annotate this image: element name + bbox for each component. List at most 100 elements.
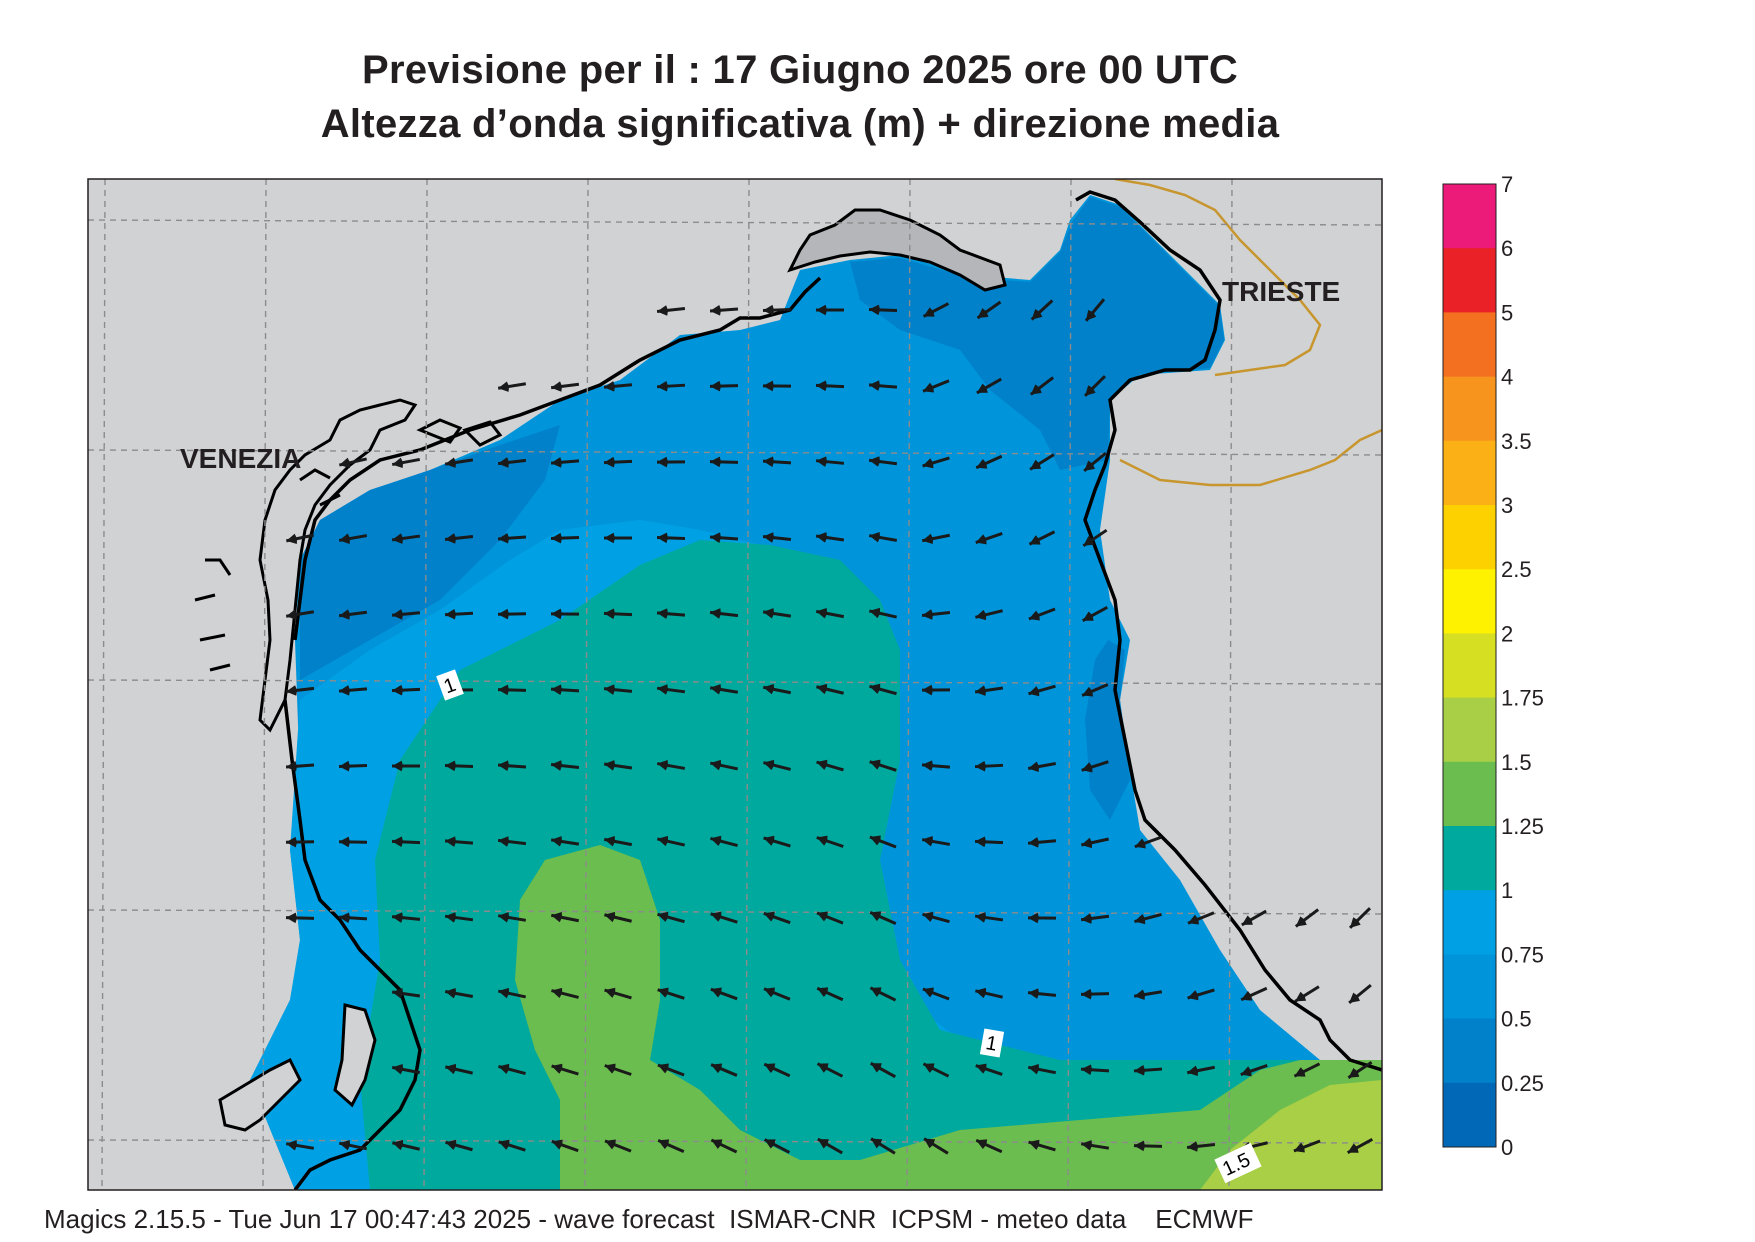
arrow-head	[286, 533, 298, 545]
colorbar-tick-label: 3	[1501, 493, 1513, 518]
arrow-head	[551, 684, 563, 696]
arrow-head	[551, 1139, 563, 1150]
colorbar-tick-label: 5	[1501, 300, 1513, 325]
arrow-head	[923, 307, 935, 317]
arrow-head	[710, 987, 722, 998]
arrow-head	[498, 457, 510, 468]
arrow-head	[1028, 912, 1040, 924]
colorbar-tick-label: 6	[1501, 236, 1513, 261]
colorbar-swatch	[1443, 569, 1496, 634]
arrow-head	[870, 1063, 882, 1073]
arrow-head	[1241, 915, 1253, 925]
colorbar-swatch	[1443, 1018, 1496, 1084]
arrow-head	[1134, 838, 1146, 849]
arrow-head	[339, 760, 351, 772]
arrow-head	[816, 380, 828, 392]
colorbar-swatch	[1443, 890, 1496, 955]
arrow-head	[392, 1064, 404, 1075]
arrow-head	[763, 759, 775, 771]
arrow-head	[1028, 988, 1040, 999]
arrow-head	[498, 533, 510, 544]
arrow-head	[657, 987, 669, 998]
arrow-head	[551, 987, 563, 999]
venice-lagoon	[258, 398, 418, 733]
colorbar-swatch	[1443, 184, 1496, 249]
arrow-head	[445, 457, 457, 468]
arrow-head	[339, 912, 351, 924]
arrow-head	[763, 683, 775, 695]
arrow-head	[977, 308, 989, 319]
arrow-head	[711, 1139, 723, 1149]
arrow-head	[817, 1063, 829, 1073]
arrow-head	[1082, 611, 1094, 621]
arrow-head	[657, 456, 669, 468]
arrow-head	[339, 836, 351, 848]
arrow-head	[924, 1138, 936, 1149]
map-area	[88, 179, 1382, 1190]
arrow-head	[392, 760, 403, 772]
colorbar-tick-label: 1.75	[1501, 686, 1544, 711]
arrow-head	[498, 684, 510, 696]
arrow-head	[498, 987, 510, 999]
arrow-head	[657, 684, 669, 695]
arrow-head	[498, 1063, 510, 1074]
colorbar-tick-label: 3.5	[1501, 429, 1532, 454]
arrow-head	[1348, 1068, 1360, 1078]
arrow-head	[392, 836, 404, 848]
colorbar-swatch	[1443, 248, 1496, 313]
arrow-head	[657, 380, 669, 392]
colorbar-tick-label: 0.25	[1501, 1071, 1544, 1096]
arrow-head	[922, 760, 934, 771]
svg-text:1: 1	[984, 1032, 999, 1056]
arrow-head	[498, 760, 510, 771]
arrow-head	[392, 684, 404, 696]
arrow-head	[763, 380, 775, 392]
arrow-head	[816, 911, 828, 922]
arrow-head	[1028, 761, 1040, 772]
arrow-head	[1028, 686, 1040, 697]
arrow-head	[657, 835, 669, 847]
arrow-head	[763, 608, 775, 619]
colorbar-swatch	[1443, 633, 1496, 699]
arrow-head	[498, 608, 510, 620]
arrow-head	[922, 836, 934, 847]
arrow-head	[975, 534, 987, 545]
arrow-head	[869, 759, 881, 770]
arrow-head	[498, 381, 510, 392]
arrow-head	[551, 457, 563, 468]
arrow-head	[1241, 990, 1253, 1001]
arrow-head	[392, 533, 404, 544]
colorbar-swatch	[1443, 505, 1496, 570]
arrow-head	[1031, 309, 1043, 320]
arrow-head	[710, 532, 722, 543]
arrow-head	[763, 911, 775, 922]
lat-lon-grid	[88, 179, 1382, 1190]
colorbar-tick-label: 2.5	[1501, 557, 1532, 582]
arrow-head	[551, 1063, 563, 1074]
arrow-head	[445, 533, 457, 544]
arrow-head	[604, 987, 616, 998]
arrow-head	[764, 1063, 776, 1073]
arrow-head	[657, 760, 669, 771]
contour-label-1-south: 1	[979, 1028, 1005, 1058]
arrow-head	[657, 532, 669, 544]
arrow-head	[922, 987, 934, 998]
colorbar-swatch	[1443, 312, 1496, 378]
arrow-head	[498, 1139, 510, 1150]
arrow-head	[498, 912, 510, 923]
sea-zone-0.25-0.5-north	[850, 197, 1224, 470]
arrow-head	[1134, 913, 1146, 925]
arrow-head	[975, 1063, 987, 1074]
arrow-head	[816, 759, 828, 770]
arrow-head	[286, 1140, 298, 1151]
arrow-head	[286, 836, 298, 848]
arrow-head	[286, 761, 298, 772]
arrow-head	[1081, 1064, 1093, 1075]
arrow-head	[604, 381, 616, 392]
arrow-head	[870, 987, 882, 997]
arrow-head	[816, 456, 828, 467]
colorbar-tick-label: 2	[1501, 621, 1513, 646]
colorbar-swatch	[1443, 954, 1496, 1020]
arrow-head	[1187, 990, 1199, 1001]
